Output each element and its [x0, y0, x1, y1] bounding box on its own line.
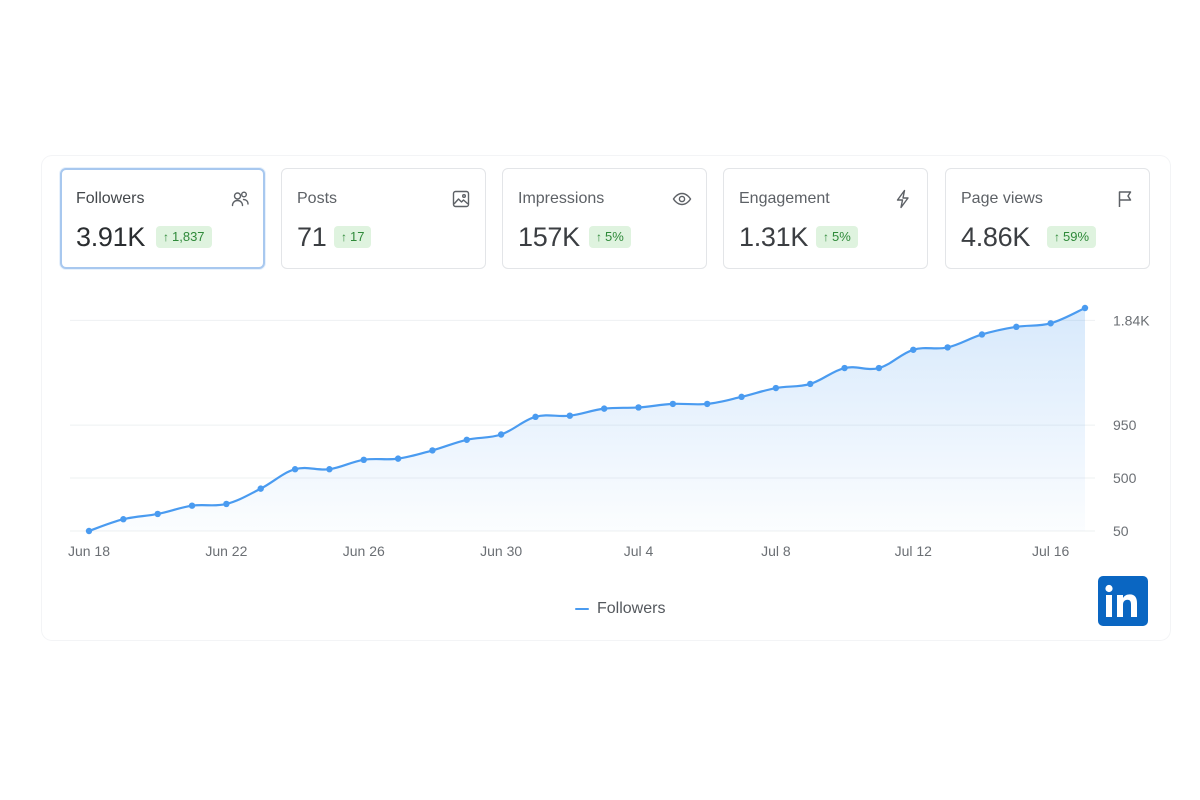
- card-title: Posts: [297, 190, 338, 207]
- data-point: [1047, 320, 1054, 327]
- arrow-up-icon: ↑: [596, 230, 602, 244]
- x-tick-label: Jun 26: [343, 543, 385, 559]
- data-point: [463, 436, 470, 443]
- card-value: 157K: [518, 222, 580, 252]
- data-point: [704, 400, 711, 408]
- card-followers[interactable]: Followers 3.91K ↑ 1,837: [60, 168, 265, 269]
- data-point: [566, 412, 574, 419]
- card-value: 4.86K: [961, 222, 1031, 252]
- change-badge: ↑ 5%: [816, 226, 858, 248]
- arrow-up-icon: ↑: [341, 230, 347, 244]
- flag-icon: [1118, 191, 1132, 207]
- people-icon: [231, 191, 249, 207]
- card-title: Engagement: [739, 190, 830, 207]
- x-tick-label: Jul 8: [761, 543, 791, 559]
- data-point: [394, 455, 402, 462]
- data-point: [635, 404, 642, 411]
- y-tick-label: 950: [1113, 417, 1137, 433]
- data-point: [875, 364, 883, 372]
- x-tick-label: Jul 4: [624, 543, 654, 559]
- change-value: 5%: [605, 229, 624, 244]
- data-point: [772, 384, 780, 392]
- card-title: Impressions: [518, 190, 605, 207]
- data-point: [910, 346, 917, 353]
- card-value: 71: [297, 222, 327, 252]
- change-value: 17: [350, 229, 365, 244]
- arrow-up-icon: ↑: [823, 230, 829, 244]
- change-value: 1,837: [172, 229, 205, 244]
- arrow-up-icon: ↑: [163, 230, 169, 244]
- change-value: 5%: [832, 229, 851, 244]
- data-point: [291, 466, 299, 473]
- y-tick-label: 50: [1113, 523, 1129, 539]
- card-title: Page views: [961, 190, 1043, 207]
- x-tick-label: Jun 22: [205, 543, 247, 559]
- chart-legend[interactable]: Followers: [575, 599, 665, 619]
- change-value: 59%: [1063, 229, 1090, 244]
- data-point: [360, 456, 367, 464]
- linkedin-icon: [1105, 584, 1137, 617]
- card-engagement[interactable]: Engagement 1.31K ↑ 5%: [723, 168, 928, 269]
- data-point: [223, 500, 230, 508]
- lightning-icon: [896, 189, 909, 209]
- x-tick-label: Jun 18: [68, 543, 110, 559]
- data-point: [257, 485, 264, 492]
- data-point: [532, 413, 539, 421]
- data-point: [944, 344, 951, 351]
- data-point: [1081, 304, 1089, 312]
- y-tick-label: 1.84K: [1113, 312, 1150, 328]
- data-point: [807, 380, 814, 388]
- x-tick-label: Jun 30: [480, 543, 522, 559]
- change-badge: ↑ 59%: [1047, 226, 1097, 248]
- metric-cards: Followers 3.91K ↑ 1,837 Posts 71 ↑ 17 Impr…: [60, 168, 1152, 271]
- data-point: [188, 502, 196, 509]
- y-tick-label: 500: [1113, 470, 1137, 486]
- change-badge: ↑ 1,837: [156, 226, 212, 248]
- arrow-up-icon: ↑: [1054, 230, 1060, 244]
- data-point: [738, 393, 745, 401]
- image-icon: [452, 190, 470, 208]
- data-point: [497, 431, 505, 438]
- change-badge: ↑ 17: [334, 226, 372, 248]
- legend-label: Followers: [597, 600, 666, 617]
- x-tick-label: Jul 16: [1032, 543, 1070, 559]
- data-point: [85, 527, 93, 535]
- card-posts[interactable]: Posts 71 ↑ 17: [281, 168, 486, 269]
- card-page-views[interactable]: Page views 4.86K ↑ 59%: [945, 168, 1150, 269]
- data-point: [669, 400, 677, 408]
- data-point: [326, 466, 333, 473]
- data-point: [841, 364, 848, 372]
- card-value: 1.31K: [739, 222, 809, 252]
- data-point: [600, 405, 608, 412]
- followers-area: [89, 308, 1085, 531]
- data-point: [978, 331, 986, 338]
- card-impressions[interactable]: Impressions 157K ↑ 5%: [502, 168, 707, 269]
- eye-icon: [672, 192, 692, 206]
- data-point: [120, 516, 127, 523]
- x-tick-label: Jul 12: [895, 543, 933, 559]
- linkedin-logo: [1098, 576, 1148, 626]
- legend-swatch: [575, 608, 589, 610]
- data-point: [429, 447, 436, 454]
- card-title: Followers: [76, 190, 145, 207]
- change-badge: ↑ 5%: [589, 226, 631, 248]
- data-point: [154, 510, 161, 518]
- card-value: 3.91K: [76, 222, 146, 252]
- data-point: [1013, 323, 1020, 331]
